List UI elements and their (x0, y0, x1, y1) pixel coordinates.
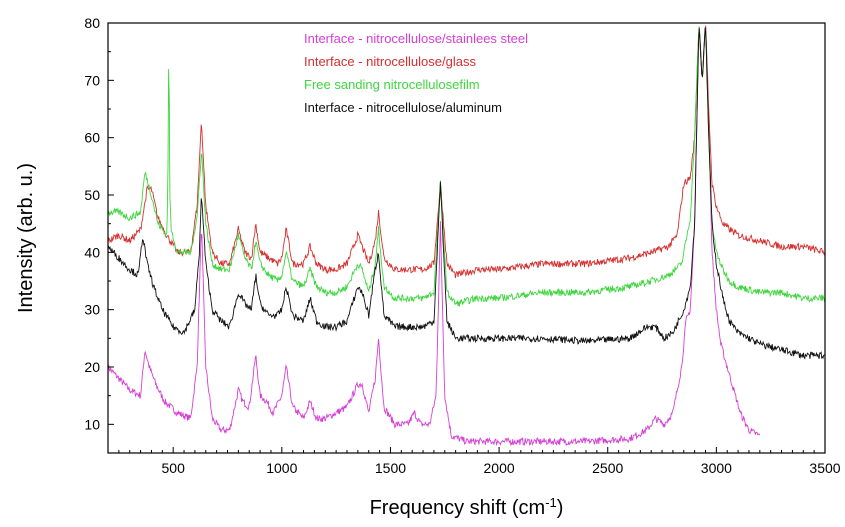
y-tick-label: 80 (84, 15, 100, 31)
series-layer (107, 25, 826, 447)
y-tick-label: 50 (84, 187, 100, 203)
y-tick-label: 60 (84, 130, 100, 146)
x-tick-label: 3000 (701, 460, 732, 476)
y-tick-label: 70 (84, 72, 100, 88)
x-tick-label: 2500 (592, 460, 623, 476)
series-line-1 (107, 27, 761, 447)
y-tick-label: 10 (84, 416, 100, 432)
series-line-2 (107, 25, 826, 279)
x-axis-title: Frequency shift (cm-1) (370, 495, 564, 520)
legend-entry-3: Free sanding nitrocellulosefilm (304, 77, 480, 92)
y-axis-title: Intensity (arb. u.) (15, 163, 37, 313)
legend-entry-2: Interface - nitrocellulose/glass (304, 54, 476, 69)
axis-ticks: 500 1000 1500 2000 2500 3000 3500 10 20 30 40 50 60 7… (84, 15, 840, 476)
series-line-4 (107, 27, 826, 360)
y-tick-label: 40 (84, 244, 100, 260)
x-tick-label: 1000 (266, 460, 297, 476)
y-tick-label: 20 (84, 359, 100, 375)
x-tick-label: 1500 (375, 460, 406, 476)
legend: Interface - nitrocellulose/stainlees ste… (304, 31, 528, 115)
x-tick-label: 500 (162, 460, 186, 476)
y-tick-label: 30 (84, 302, 100, 318)
x-tick-label: 3500 (809, 460, 840, 476)
x-tick-label: 2000 (484, 460, 515, 476)
x-axis-title-superscript: -1 (545, 495, 557, 510)
legend-entry-1: Interface - nitrocellulose/stainlees ste… (304, 31, 528, 46)
legend-entry-4: Interface - nitrocellulose/aluminum (304, 100, 502, 115)
